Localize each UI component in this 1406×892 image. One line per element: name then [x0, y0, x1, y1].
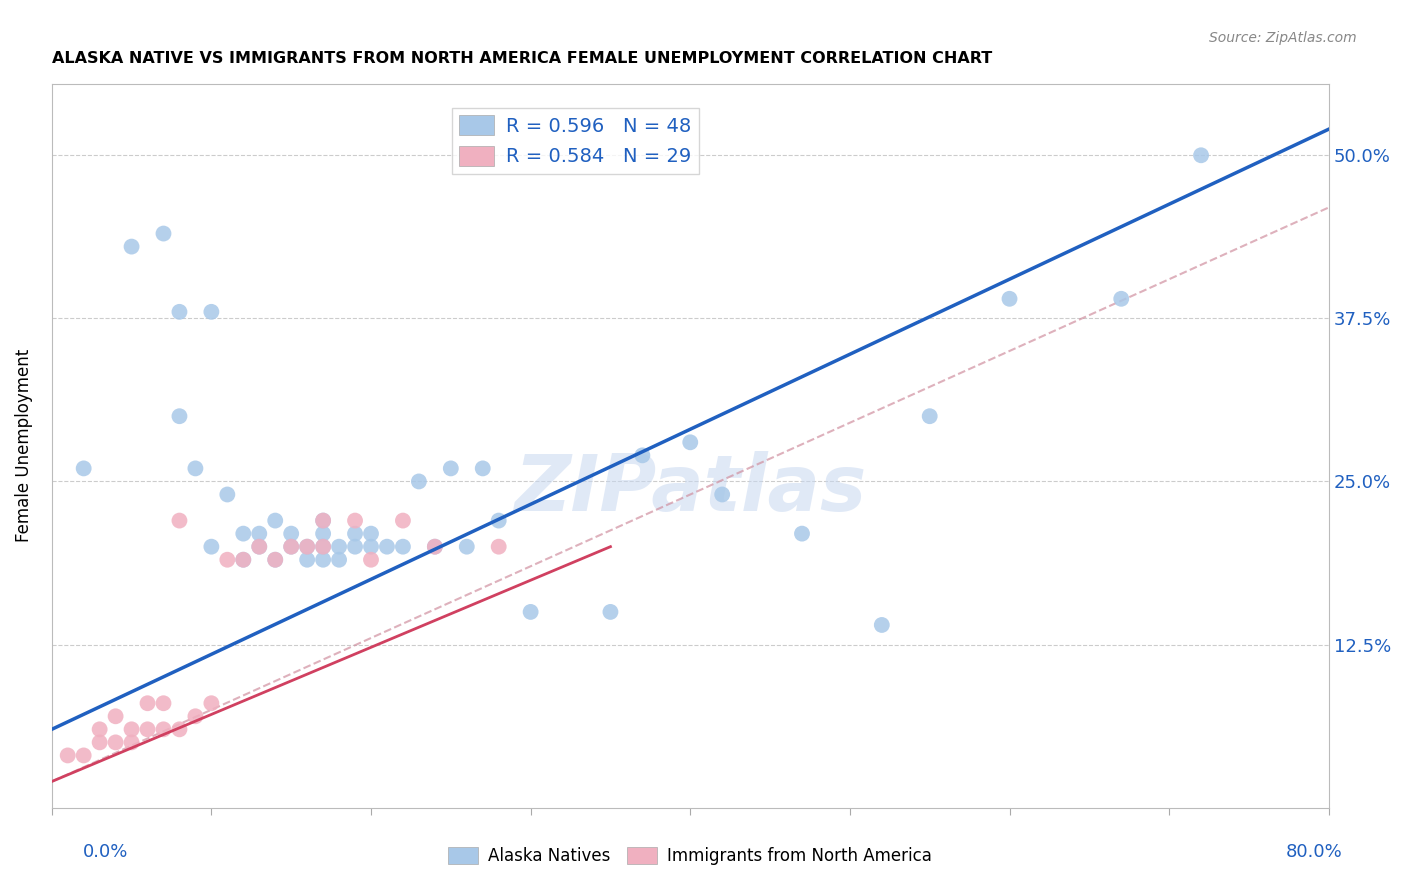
Point	[344, 526, 367, 541]
Point	[599, 605, 621, 619]
Point	[312, 552, 335, 566]
Point	[121, 239, 143, 253]
Point	[89, 723, 111, 737]
Point	[152, 723, 174, 737]
Point	[121, 735, 143, 749]
Point	[121, 723, 143, 737]
Point	[790, 526, 813, 541]
Point	[344, 514, 367, 528]
Point	[360, 540, 382, 554]
Point	[392, 514, 415, 528]
Point	[312, 540, 335, 554]
Text: 0.0%: 0.0%	[83, 843, 128, 861]
Point	[169, 409, 191, 424]
Point	[73, 748, 96, 763]
Point	[184, 461, 207, 475]
Legend: R = 0.596   N = 48, R = 0.584   N = 29: R = 0.596 N = 48, R = 0.584 N = 29	[451, 108, 699, 174]
Point	[200, 305, 222, 319]
Point	[247, 540, 270, 554]
Point	[264, 552, 287, 566]
Point	[440, 461, 463, 475]
Point	[169, 514, 191, 528]
Point	[200, 540, 222, 554]
Point	[136, 696, 159, 710]
Point	[217, 552, 239, 566]
Point	[488, 514, 510, 528]
Point	[471, 461, 494, 475]
Point	[312, 526, 335, 541]
Point	[423, 540, 446, 554]
Point	[1189, 148, 1212, 162]
Point	[200, 696, 222, 710]
Point	[375, 540, 398, 554]
Point	[152, 227, 174, 241]
Point	[344, 540, 367, 554]
Point	[247, 526, 270, 541]
Point	[152, 696, 174, 710]
Text: Source: ZipAtlas.com: Source: ZipAtlas.com	[1209, 31, 1357, 45]
Point	[456, 540, 478, 554]
Point	[328, 540, 350, 554]
Point	[360, 552, 382, 566]
Point	[1109, 292, 1132, 306]
Point	[136, 723, 159, 737]
Point	[89, 735, 111, 749]
Point	[73, 461, 96, 475]
Point	[280, 540, 302, 554]
Point	[104, 709, 127, 723]
Point	[870, 618, 893, 632]
Point	[312, 514, 335, 528]
Point	[232, 552, 254, 566]
Point	[295, 552, 318, 566]
Point	[169, 723, 191, 737]
Point	[392, 540, 415, 554]
Point	[519, 605, 541, 619]
Point	[312, 514, 335, 528]
Point	[280, 526, 302, 541]
Point	[247, 540, 270, 554]
Point	[488, 540, 510, 554]
Point	[918, 409, 941, 424]
Text: ALASKA NATIVE VS IMMIGRANTS FROM NORTH AMERICA FEMALE UNEMPLOYMENT CORRELATION C: ALASKA NATIVE VS IMMIGRANTS FROM NORTH A…	[52, 51, 993, 66]
Point	[679, 435, 702, 450]
Point	[264, 514, 287, 528]
Point	[264, 552, 287, 566]
Y-axis label: Female Unemployment: Female Unemployment	[15, 349, 32, 542]
Point	[423, 540, 446, 554]
Point	[328, 552, 350, 566]
Point	[104, 735, 127, 749]
Point	[312, 540, 335, 554]
Point	[232, 526, 254, 541]
Point	[56, 748, 79, 763]
Text: ZIPatlas: ZIPatlas	[515, 451, 866, 527]
Point	[631, 448, 654, 462]
Point	[295, 540, 318, 554]
Point	[169, 305, 191, 319]
Point	[217, 487, 239, 501]
Point	[184, 709, 207, 723]
Point	[998, 292, 1021, 306]
Point	[711, 487, 734, 501]
Point	[360, 526, 382, 541]
Text: 80.0%: 80.0%	[1286, 843, 1343, 861]
Point	[232, 552, 254, 566]
Point	[295, 540, 318, 554]
Point	[280, 540, 302, 554]
Point	[408, 475, 430, 489]
